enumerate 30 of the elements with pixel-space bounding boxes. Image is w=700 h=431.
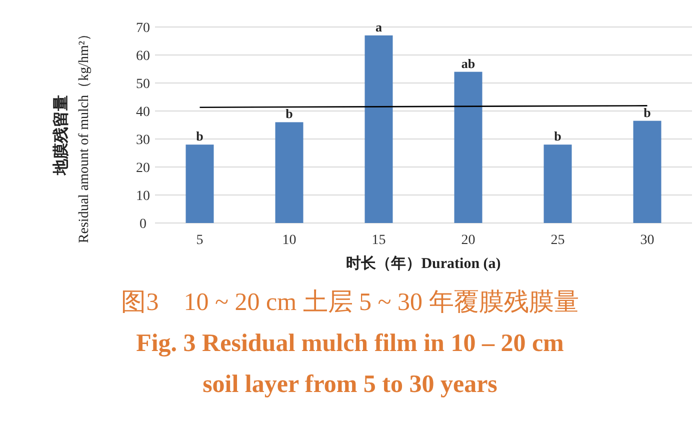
bar [186,144,214,223]
annotation: b [644,104,651,120]
text: 图3 10 ~ 20 cm 土层 5 ~ 30 年覆膜残膜量 [120,288,580,318]
y-tick-label: 20 [136,161,150,176]
annotation: b [196,128,204,144]
x-tick-label: 15 [372,233,386,248]
bar [454,72,482,223]
annotation: a [376,19,382,34]
x-tick-label: 30 [640,233,654,248]
y-axis-title: 地膜残留量 Residual amount of mulch（kg/hm²） [52,26,92,244]
y-tick-label: 50 [136,77,150,92]
y-tick-label: 60 [136,49,150,64]
x-tick-label: 25 [550,233,565,248]
annotation: b [554,128,562,144]
bar [364,35,393,223]
x-axis-title: 时长（年）Duration (a) [346,255,501,272]
x-tick-label: 20 [461,233,476,248]
annotation: ab [461,56,476,71]
x-tick-label: 10 [282,233,296,248]
y-tick-label: 40 [136,105,150,120]
y-tick-label: 30 [136,133,150,148]
y-tick-label: 0 [140,217,146,232]
text: Fig. 3 Residual mulch film in 10 – 20 cm soil layer from 5 to 30 years [135,329,565,400]
bar [633,120,662,223]
y-tick-label: 70 [136,21,150,36]
x-tick-label: 5 [196,233,204,248]
bar [275,122,304,223]
y-tick-label: 10 [136,189,150,204]
annotation: b [286,106,293,122]
bar [544,144,572,223]
